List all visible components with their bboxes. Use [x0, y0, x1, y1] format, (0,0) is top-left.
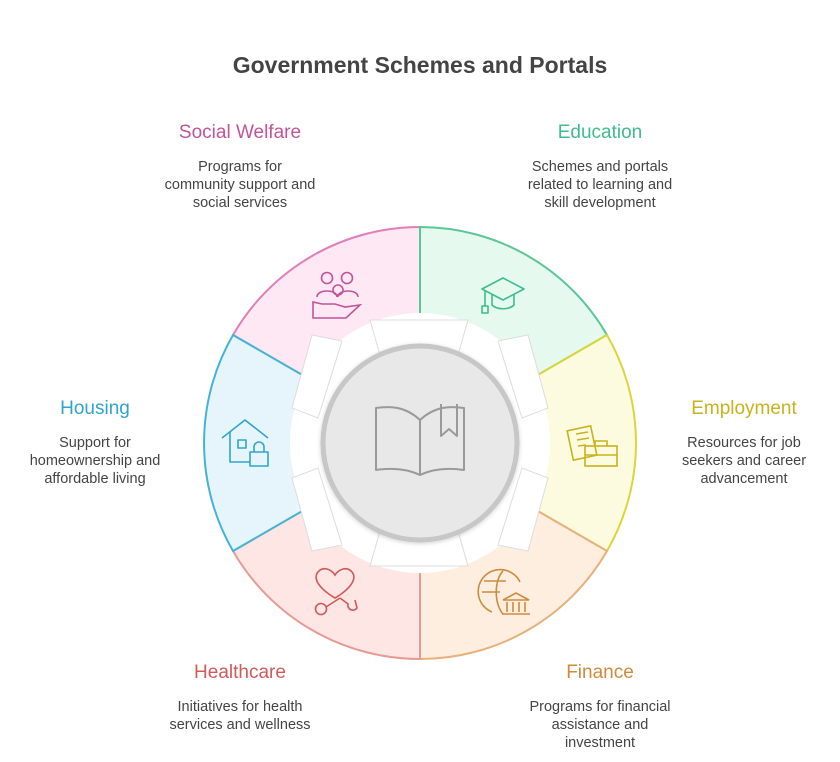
desc-finance: Programs for financial assistance and in…	[480, 698, 720, 752]
graduation-cap-icon	[481, 277, 525, 314]
desc-healthcare: Initiatives for health services and well…	[120, 698, 360, 734]
house-lock-icon	[221, 419, 269, 467]
desc-line: Initiatives for health	[177, 699, 303, 715]
desc-social-welfare: Programs for community support and socia…	[120, 158, 360, 212]
desc-line: related to learning and	[527, 177, 673, 193]
open-book-icon	[375, 404, 465, 476]
desc-line: advancement	[700, 471, 788, 487]
desc-housing: Support for homeownership and affordable…	[0, 434, 215, 488]
heading-employment: Employment	[691, 398, 797, 419]
desc-line: Programs for	[198, 159, 282, 175]
desc-line: Schemes and portals	[531, 159, 669, 175]
people-in-hand-icon	[312, 271, 363, 319]
desc-line: skill development	[544, 195, 656, 211]
desc-line: Support for	[59, 435, 131, 451]
label-healthcare: Healthcare Initiatives for health servic…	[120, 662, 360, 734]
diagram-title: Government Schemes and Portals	[232, 52, 608, 78]
heading-healthcare: Healthcare	[194, 662, 286, 683]
briefcase-documents-icon	[566, 424, 618, 467]
label-social-welfare: Social Welfare Programs for community su…	[120, 122, 360, 212]
label-employment: Employment Resources for job seekers and…	[624, 398, 840, 488]
desc-line: social services	[192, 195, 288, 211]
desc-line: affordable living	[44, 471, 146, 487]
heading-finance: Finance	[566, 662, 634, 683]
desc-line: investment	[564, 735, 636, 751]
desc-line: Resources for job	[687, 435, 801, 451]
heart-stethoscope-icon	[314, 567, 358, 616]
desc-line: community support and	[164, 177, 316, 193]
desc-line: services and wellness	[169, 717, 311, 733]
desc-line: assistance and	[551, 717, 649, 733]
desc-employment: Resources for job seekers and career adv…	[624, 434, 840, 488]
label-finance: Finance Programs for financial assistanc…	[480, 662, 720, 752]
label-housing: Housing Support for homeownership and af…	[0, 398, 215, 488]
globe-bank-icon	[477, 568, 530, 615]
desc-education: Schemes and portals related to learning …	[480, 158, 720, 212]
desc-line: seekers and career	[681, 453, 807, 469]
heading-housing: Housing	[60, 398, 130, 419]
heading-education: Education	[557, 122, 643, 143]
desc-line: Programs for financial	[529, 699, 671, 715]
heading-social-welfare: Social Welfare	[178, 122, 302, 143]
label-education: Education Schemes and portals related to…	[480, 122, 720, 212]
desc-line: homeownership and	[29, 453, 161, 469]
